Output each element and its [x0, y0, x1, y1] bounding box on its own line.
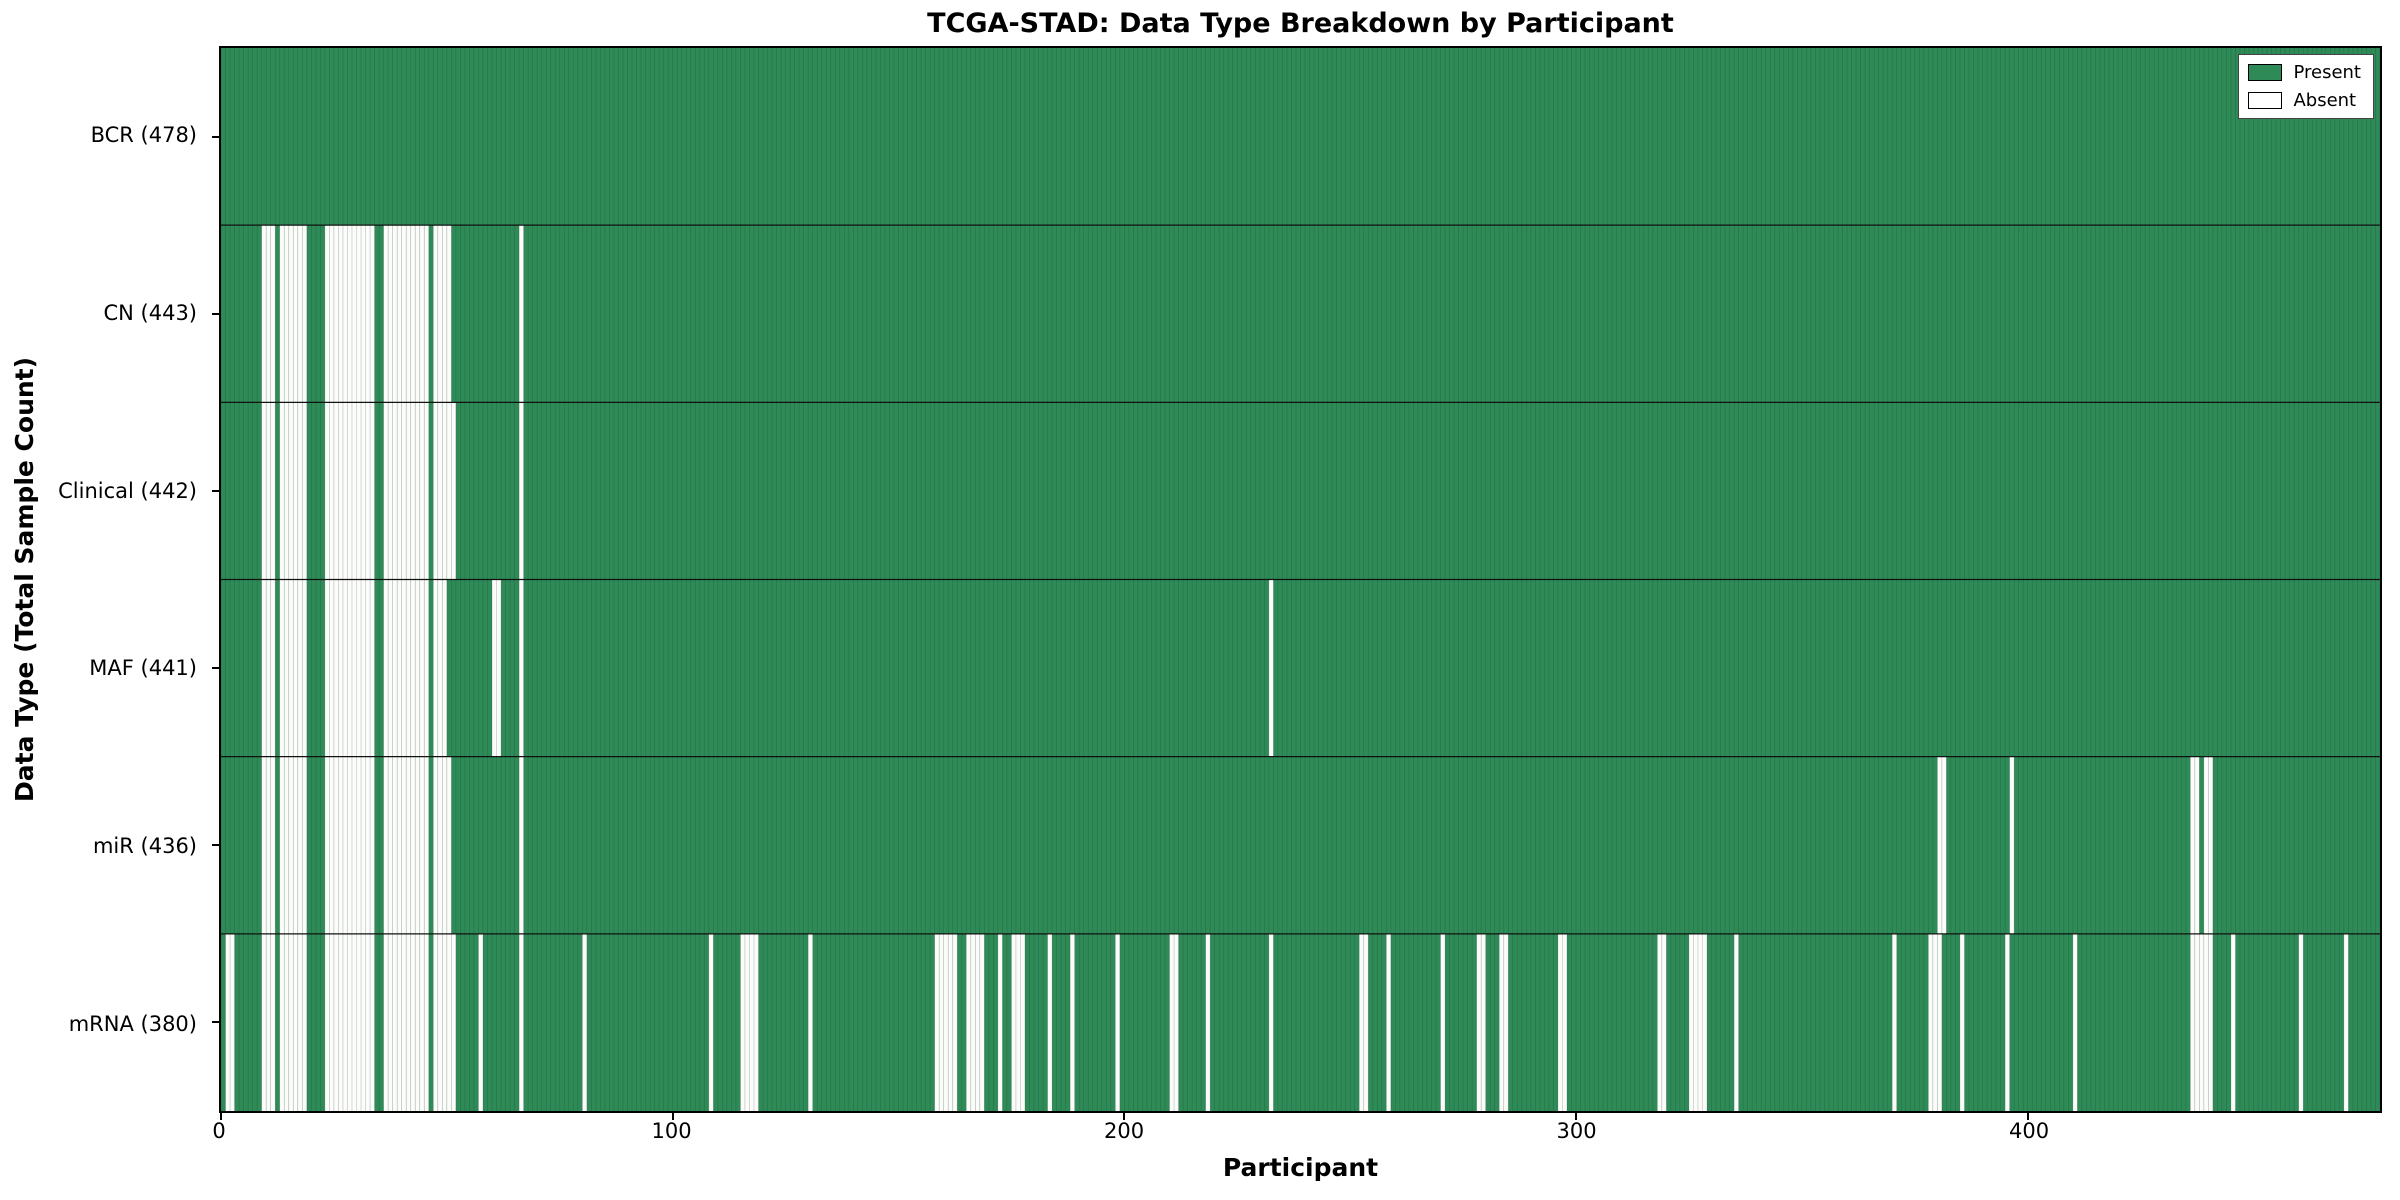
x-tick-mark	[1575, 1113, 1578, 1120]
x-tick-label-0: 0	[212, 1119, 226, 1143]
y-tick-mark	[212, 844, 219, 847]
x-axis-tick-labels: 0 100 200 300 400	[212, 1119, 2382, 1149]
legend-label-absent: Absent	[2293, 90, 2357, 111]
legend-swatch-present	[2248, 64, 2283, 81]
x-tick-mark	[2026, 1113, 2029, 1120]
y-axis-tick-labels: BCR (478) CN (443) Clinical (442) MAF (4…	[0, 46, 207, 1113]
x-tick-label-400: 400	[2008, 1119, 2050, 1143]
x-tick-label-200: 200	[1103, 1119, 1145, 1143]
y-tick-mark	[212, 667, 219, 670]
y-tick-label-cn: CN (443)	[103, 300, 197, 325]
legend: Present Absent	[2238, 54, 2374, 119]
x-tick-mark	[1123, 1113, 1126, 1120]
legend-label-present: Present	[2293, 62, 2361, 83]
plot-area: Present Absent	[212, 46, 2382, 1120]
x-tick-label-300: 300	[1556, 1119, 1597, 1143]
heatmap-svg	[221, 48, 2380, 1111]
legend-entry-absent: Absent	[2248, 90, 2361, 111]
y-tick-label-mir: miR (436)	[92, 834, 197, 859]
y-tick-label-mrna: mRNA (380)	[68, 1012, 197, 1037]
y-tick-mark	[212, 135, 219, 138]
x-tick-mark	[671, 1113, 674, 1120]
y-tick-mark	[212, 1021, 219, 1024]
x-tick-mark	[220, 1113, 222, 1120]
legend-swatch-absent	[2248, 92, 2283, 109]
y-tick-mark	[212, 312, 219, 315]
legend-entry-present: Present	[2248, 62, 2361, 83]
x-tick-label-100: 100	[651, 1119, 692, 1143]
x-axis-label: Participant	[1222, 1153, 1379, 1182]
y-tick-label-clinical: Clinical (442)	[58, 478, 197, 503]
chart-title: TCGA-STAD: Data Type Breakdown by Partic…	[927, 8, 1674, 39]
y-tick-mark	[212, 489, 219, 492]
y-tick-label-bcr: BCR (478)	[90, 122, 197, 147]
y-tick-label-maf: MAF (441)	[89, 656, 197, 681]
